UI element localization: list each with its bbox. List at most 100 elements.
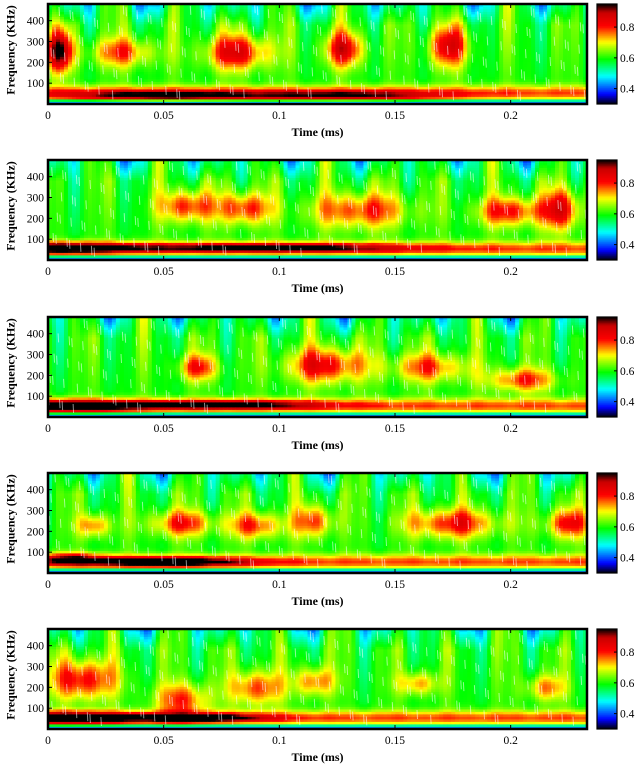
heatmap-cell [208,12,212,15]
heatmap-cell [144,34,148,37]
heatmap-cell [471,57,475,60]
heatmap-cell [196,72,200,75]
heatmap-cell [252,69,256,72]
heatmap-cell [232,57,236,60]
heatmap-cell [323,17,327,20]
heatmap-cell [260,69,264,72]
heatmap-cell [475,84,479,87]
heatmap-cell [463,64,467,67]
heatmap-cell [292,32,296,35]
heatmap-cell [160,87,164,90]
heatmap-cell [375,62,379,65]
heatmap-cell [439,52,443,55]
heatmap-cell [124,52,128,55]
heatmap-cell [316,67,320,70]
heatmap-cell [140,47,144,50]
heatmap-cell [96,19,100,22]
heatmap-cell [272,17,276,20]
heatmap-cell [531,94,535,97]
heatmap-cell [188,99,192,102]
heatmap-cell [76,32,80,35]
heatmap-cell [387,62,391,65]
heatmap-cell [296,39,300,42]
heatmap-cell [96,52,100,55]
heatmap-cell [72,44,76,47]
heatmap-cell [419,29,423,32]
heatmap-cell [72,39,76,42]
heatmap-cell [363,12,367,15]
heatmap-cell [495,52,499,55]
heatmap-cell [176,39,180,42]
heatmap-cell [316,99,320,102]
heatmap-cell [543,32,547,35]
heatmap-cell [176,44,180,47]
heatmap-cell [467,27,471,30]
heatmap-cell [240,52,244,55]
heatmap-cell [296,14,300,17]
heatmap-cell [391,92,395,95]
heatmap-cell [387,87,391,90]
heatmap-cell [92,82,96,85]
heatmap-cell [383,14,387,17]
heatmap-cell [284,14,288,17]
heatmap-cell [359,14,363,17]
heatmap-cell [216,64,220,67]
heatmap-cell [72,47,76,50]
heatmap-cell [531,44,535,47]
heatmap-cell [367,99,371,102]
heatmap-cell [288,34,292,37]
heatmap-cell [216,12,220,15]
heatmap-cell [116,7,120,10]
heatmap-cell [152,69,156,72]
heatmap-cell [196,44,200,47]
heatmap-cell [479,89,483,92]
heatmap-cell [288,32,292,35]
heatmap-cell [124,22,128,25]
heatmap-cell [244,54,248,57]
heatmap-cell [435,27,439,30]
heatmap-cell [383,69,387,72]
heatmap-cell [535,62,539,65]
heatmap-cell [519,27,523,30]
heatmap-cell [264,42,268,45]
heatmap-cell [216,77,220,80]
heatmap-cell [399,62,403,65]
heatmap-cell [531,92,535,95]
heatmap-cell [236,79,240,82]
heatmap-cell [491,12,495,15]
heatmap-cell [52,19,56,22]
heatmap-cell [467,42,471,45]
heatmap-cell [443,52,447,55]
heatmap-cell [68,72,72,75]
heatmap-cell [220,52,224,55]
heatmap-cell [308,52,312,55]
heatmap-cell [343,49,347,52]
heatmap-cell [323,67,327,70]
heatmap-cell [216,17,220,20]
heatmap-cell [196,12,200,15]
heatmap-cell [371,47,375,50]
heatmap-cell [160,14,164,17]
heatmap-cell [132,94,136,97]
heatmap-cell [140,89,144,92]
heatmap-cell [515,32,519,35]
heatmap-cell [379,62,383,65]
heatmap-cell [188,42,192,45]
heatmap-cell [144,17,148,20]
heatmap-cell [164,32,168,35]
heatmap-cell [327,77,331,80]
heatmap-cell [52,72,56,75]
heatmap-cell [240,39,244,42]
heatmap-cell [224,54,228,57]
heatmap-cell [427,19,431,22]
heatmap-cell [507,52,511,55]
heatmap-cell [487,82,491,85]
heatmap-cell [208,84,212,87]
heatmap-cell [104,92,108,95]
heatmap-cell [304,77,308,80]
heatmap-cell [164,39,168,42]
heatmap-cell [391,52,395,55]
heatmap-cell [487,29,491,32]
heatmap-cell [543,22,547,25]
heatmap-cell [539,84,543,87]
